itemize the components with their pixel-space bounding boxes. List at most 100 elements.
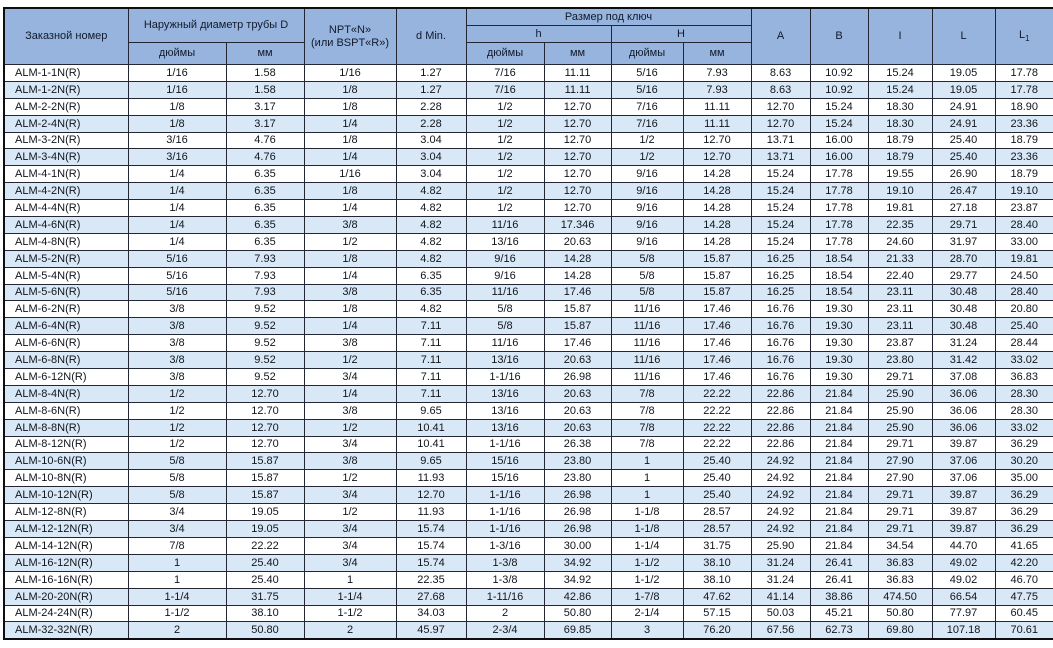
cell-d_mm: 9.52	[225, 351, 305, 370]
cell-order: ALM-8-12N(R)	[3, 435, 129, 454]
cell-h_inches: 1-1/16	[465, 368, 545, 386]
cell-npt: 1/2	[303, 503, 397, 522]
cell-d_mm: 12.70	[225, 384, 305, 403]
cell-H_inches: 9/16	[610, 216, 684, 234]
cell-I: 29.71	[867, 486, 933, 505]
cell-d_mm: 6.35	[225, 199, 305, 218]
cell-H_mm: 14.28	[682, 165, 752, 184]
cell-H_inches: 9/16	[610, 165, 684, 184]
cell-L1: 28.44	[994, 334, 1053, 353]
cell-d_min: 10.41	[395, 435, 467, 454]
cell-H_inches: 7/16	[610, 97, 684, 116]
cell-H_inches: 9/16	[610, 182, 684, 201]
cell-B: 21.84	[809, 536, 869, 555]
cell-d_mm: 7.93	[225, 249, 305, 268]
cell-H_inches: 1-1/8	[610, 520, 684, 538]
cell-B: 16.00	[809, 148, 869, 167]
col-header-wrench-size: Размер под ключ	[465, 7, 752, 26]
cell-h_inches: 1/2	[465, 131, 545, 150]
cell-d_min: 4.82	[395, 199, 467, 218]
cell-L: 39.87	[931, 486, 996, 505]
cell-B: 17.78	[809, 232, 869, 251]
cell-d_mm: 12.70	[225, 435, 305, 454]
cell-A: 15.24	[750, 165, 811, 184]
cell-L: 19.05	[931, 64, 996, 82]
cell-L: 26.47	[931, 182, 996, 201]
cell-h_mm: 17.46	[543, 334, 612, 353]
cell-d_inches: 1/8	[127, 97, 227, 116]
cell-order: ALM-24-24N(R)	[3, 604, 129, 623]
cell-I: 15.24	[867, 64, 933, 82]
cell-B: 26.41	[809, 570, 869, 589]
cell-L1: 33.02	[994, 418, 1053, 437]
cell-L1: 35.00	[994, 469, 1053, 488]
cell-L: 44.70	[931, 536, 996, 555]
table-body: ALM-1-1N(R) 1/16 1.58 1/16 1.27 7/16 11.11 5/16…	[3, 64, 1053, 640]
cell-d_inches: 1/4	[127, 216, 227, 234]
cell-A: 13.71	[750, 148, 811, 167]
cell-L1: 28.40	[994, 216, 1053, 234]
cell-L1: 18.79	[994, 131, 1053, 150]
cell-d_min: 11.93	[395, 469, 467, 488]
cell-d_min: 4.82	[395, 300, 467, 319]
cell-d_min: 4.82	[395, 216, 467, 234]
cell-d_min: 3.04	[395, 148, 467, 167]
cell-npt: 1/4	[303, 148, 397, 167]
col-header-npt: NPT«N» (или BSPT«R»)	[303, 7, 397, 65]
cell-d_min: 7.11	[395, 368, 467, 386]
cell-order: ALM-20-20N(R)	[3, 587, 129, 606]
cell-d_mm: 4.76	[225, 148, 305, 167]
cell-h_inches: 1-1/16	[465, 503, 545, 522]
cell-H_mm: 28.57	[682, 520, 752, 538]
cell-A: 16.76	[750, 351, 811, 370]
cell-d_min: 4.82	[395, 249, 467, 268]
cell-H_inches: 5/16	[610, 80, 684, 99]
cell-H_mm: 7.93	[682, 80, 752, 99]
cell-d_min: 27.68	[395, 587, 467, 606]
cell-L: 66.54	[931, 587, 996, 606]
cell-d_mm: 3.17	[225, 114, 305, 133]
cell-B: 16.00	[809, 131, 869, 150]
cell-npt: 1/4	[303, 266, 397, 285]
cell-H_mm: 25.40	[682, 486, 752, 505]
cell-d_min: 6.35	[395, 283, 467, 302]
cell-d_mm: 31.75	[225, 587, 305, 606]
cell-H_inches: 5/8	[610, 266, 684, 285]
col-header-H-mm: мм	[682, 42, 752, 65]
cell-I: 36.83	[867, 553, 933, 572]
cell-B: 38.86	[809, 587, 869, 606]
cell-npt: 1/2	[303, 232, 397, 251]
cell-npt: 1/4	[303, 199, 397, 218]
table-row: ALM-6-4N(R) 3/8 9.52 1/4 7.11 5/8 15.87 11/16 17…	[3, 317, 1053, 336]
cell-A: 24.92	[750, 469, 811, 488]
cell-A: 50.03	[750, 604, 811, 623]
cell-H_inches: 1	[610, 452, 684, 471]
cell-I: 23.80	[867, 351, 933, 370]
cell-h_inches: 1/2	[465, 97, 545, 116]
cell-L1: 20.80	[994, 300, 1053, 319]
col-header-d-inches: дюймы	[127, 42, 227, 65]
cell-npt: 3/4	[303, 520, 397, 538]
cell-I: 27.90	[867, 452, 933, 471]
cell-H_inches: 1-1/8	[610, 503, 684, 522]
cell-h_inches: 9/16	[465, 266, 545, 285]
cell-npt: 1-1/4	[303, 587, 397, 606]
cell-d_inches: 3/8	[127, 317, 227, 336]
cell-L: 24.91	[931, 114, 996, 133]
cell-H_inches: 1-1/2	[610, 553, 684, 572]
cell-I: 34.54	[867, 536, 933, 555]
cell-d_inches: 1/4	[127, 182, 227, 201]
cell-order: ALM-4-8N(R)	[3, 232, 129, 251]
cell-order: ALM-6-4N(R)	[3, 317, 129, 336]
cell-order: ALM-32-32N(R)	[3, 621, 129, 640]
cell-d_mm: 25.40	[225, 570, 305, 589]
cell-A: 24.92	[750, 452, 811, 471]
cell-A: 24.92	[750, 520, 811, 538]
cell-order: ALM-2-4N(R)	[3, 114, 129, 133]
cell-L1: 46.70	[994, 570, 1053, 589]
col-header-order-number: Заказной номер	[3, 7, 129, 65]
table-row: ALM-6-12N(R) 3/8 9.52 3/4 7.11 1-1/16 26.98 11/…	[3, 368, 1053, 386]
cell-H_inches: 11/16	[610, 300, 684, 319]
cell-d_inches: 1-1/4	[127, 587, 227, 606]
cell-I: 23.11	[867, 283, 933, 302]
